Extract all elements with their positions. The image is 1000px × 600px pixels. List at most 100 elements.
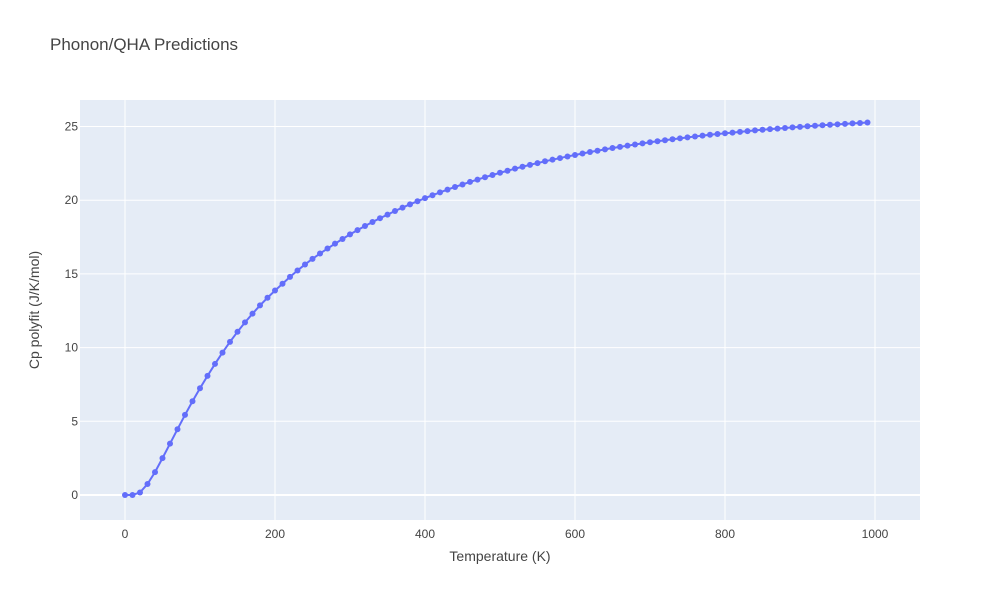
data-point[interactable] [564,153,571,160]
data-point[interactable] [849,120,856,127]
data-point[interactable] [249,310,256,317]
data-point[interactable] [827,121,833,128]
data-point[interactable] [219,349,226,356]
data-point[interactable] [692,133,698,140]
data-point[interactable] [609,145,616,152]
data-point[interactable] [602,146,608,153]
data-point[interactable] [122,491,128,498]
data-point[interactable] [812,122,818,129]
data-point[interactable] [512,165,518,172]
data-point[interactable] [767,126,773,133]
data-point[interactable] [332,240,338,247]
data-point[interactable] [654,138,661,145]
data-point[interactable] [842,120,848,127]
data-point[interactable] [594,147,601,154]
data-point[interactable] [414,198,421,205]
data-point[interactable] [632,141,638,148]
data-point[interactable] [579,150,586,157]
data-point[interactable] [429,192,436,199]
data-point[interactable] [707,131,713,138]
data-point[interactable] [347,231,353,238]
data-point[interactable] [204,372,211,379]
data-point[interactable] [864,119,871,126]
data-point[interactable] [684,134,691,141]
data-point[interactable] [182,411,188,418]
data-point[interactable] [227,338,233,345]
data-point[interactable] [819,122,826,129]
data-point[interactable] [714,131,721,138]
data-point[interactable] [489,172,496,179]
data-point[interactable] [804,123,811,130]
data-point[interactable] [774,125,781,132]
data-point[interactable] [647,139,653,146]
data-point[interactable] [834,121,841,128]
data-point[interactable] [354,227,361,234]
data-point[interactable] [384,211,391,218]
data-point[interactable] [729,129,736,136]
data-point[interactable] [174,426,181,433]
data-point[interactable] [669,136,676,143]
data-point[interactable] [542,158,548,165]
data-point[interactable] [752,127,758,134]
data-point[interactable] [392,207,398,214]
data-point[interactable] [287,273,293,280]
data-point[interactable] [459,181,466,188]
data-point[interactable] [324,245,331,252]
data-point[interactable] [212,360,218,367]
data-point[interactable] [797,123,803,130]
data-point[interactable] [422,195,428,202]
data-point[interactable] [407,201,413,208]
data-point[interactable] [437,189,443,196]
series-layer[interactable] [122,119,871,498]
data-point[interactable] [482,174,488,181]
data-point[interactable] [504,167,511,174]
data-point[interactable] [737,128,743,135]
data-point[interactable] [444,186,451,193]
data-point[interactable] [264,294,271,301]
data-point[interactable] [744,128,751,135]
data-point[interactable] [272,287,278,294]
data-point[interactable] [377,215,383,222]
data-point[interactable] [789,124,796,131]
data-point[interactable] [624,142,631,149]
data-point[interactable] [782,125,788,131]
data-point[interactable] [317,250,323,257]
data-point[interactable] [302,261,308,268]
data-point[interactable] [369,219,376,226]
data-point[interactable] [527,161,533,168]
data-point[interactable] [534,160,541,167]
data-point[interactable] [497,169,503,176]
data-point[interactable] [617,143,623,150]
data-point[interactable] [519,163,526,170]
data-point[interactable] [159,455,166,462]
data-point[interactable] [759,126,766,133]
data-point[interactable] [279,280,286,287]
data-point[interactable] [152,469,158,476]
data-point[interactable] [639,140,646,147]
data-point[interactable] [189,398,196,405]
data-point[interactable] [242,319,248,326]
data-point[interactable] [362,223,368,229]
data-point[interactable] [474,176,481,183]
data-point[interactable] [857,119,863,126]
data-point[interactable] [234,328,241,335]
data-point[interactable] [677,135,683,142]
data-point[interactable] [309,255,316,262]
data-point[interactable] [129,491,136,498]
data-point[interactable] [467,178,473,185]
data-point[interactable] [167,440,173,447]
data-point[interactable] [399,204,406,211]
data-point[interactable] [257,302,263,309]
data-point[interactable] [197,385,203,392]
data-point[interactable] [572,151,578,158]
data-point[interactable] [549,156,556,163]
data-point[interactable] [722,130,728,137]
data-point[interactable] [294,267,301,274]
data-point[interactable] [557,155,563,162]
data-point[interactable] [137,489,143,496]
data-point[interactable] [699,132,706,139]
data-point[interactable] [144,481,151,488]
data-point[interactable] [662,137,668,144]
data-point[interactable] [339,235,346,242]
data-point[interactable] [587,149,593,156]
